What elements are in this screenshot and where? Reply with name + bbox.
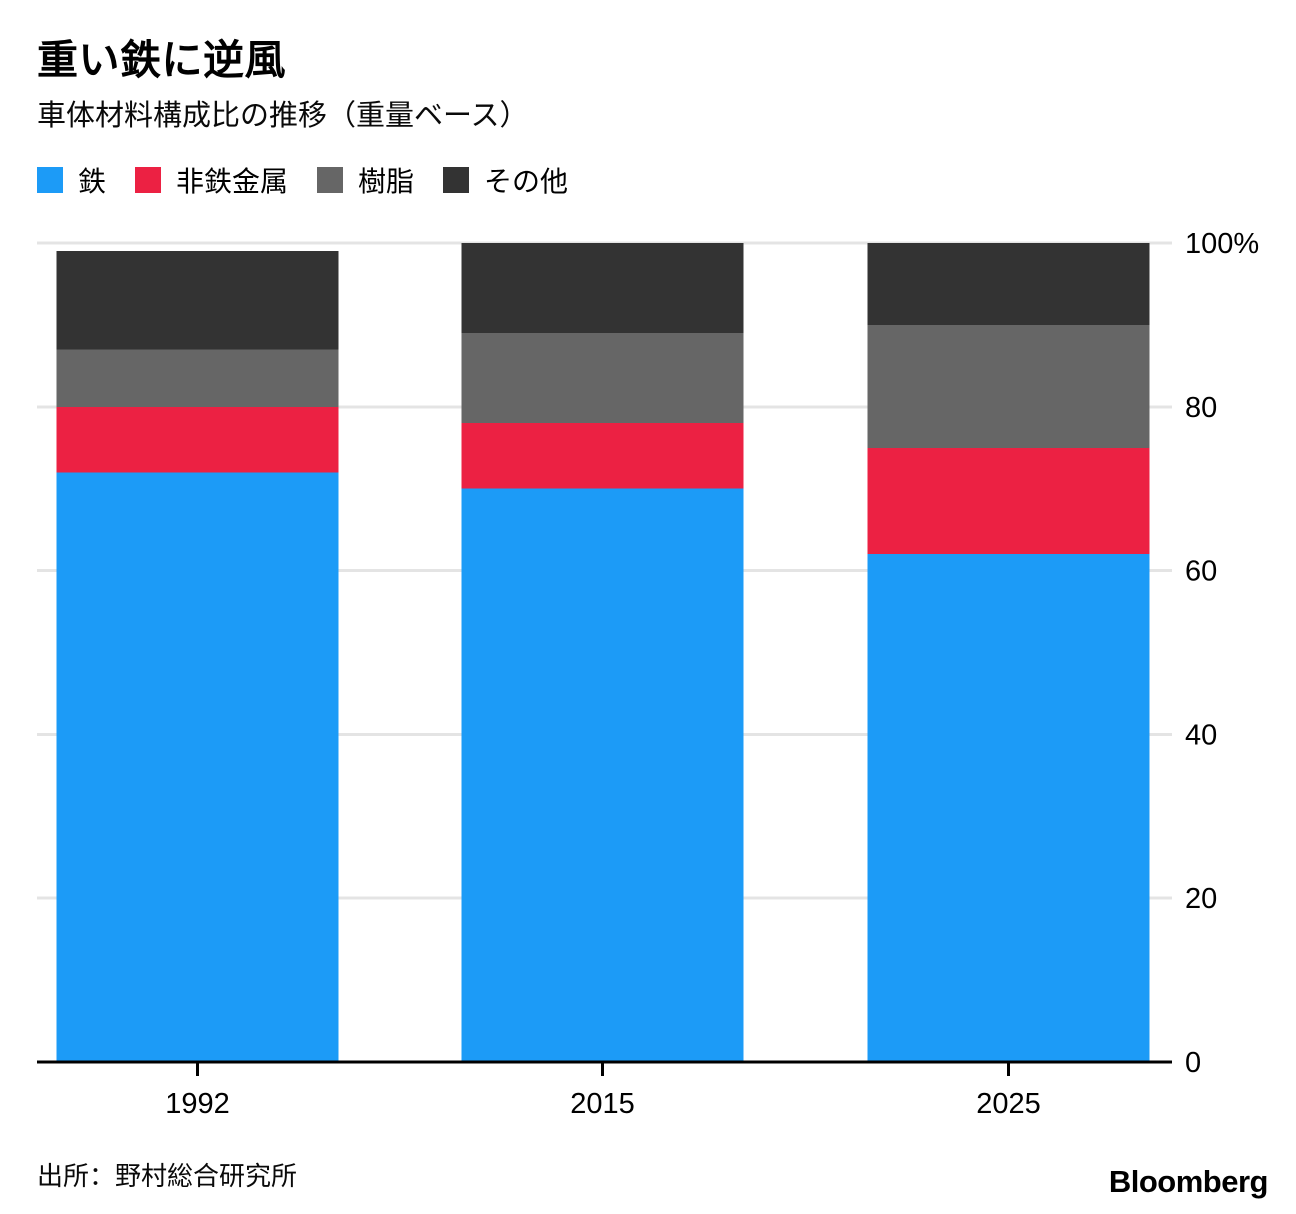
legend-label: 鉄 [78,166,107,197]
legend-label: 非鉄金属 [176,166,289,197]
y-tick-label-80: 80 [1185,392,1217,424]
legend-swatch-icon [37,167,63,193]
bar-segment-1992-非鉄金属 [56,406,339,473]
page-title: 重い鉄に逆風 [37,37,286,83]
y-tick-label-40: 40 [1185,719,1217,751]
bar-segment-2025-鉄 [867,554,1150,1062]
y-tick-label-60: 60 [1185,556,1217,588]
bar-segment-1992-その他 [56,251,339,350]
y-tick-label-0: 0 [1185,1047,1201,1079]
source-note: 出所：野村総合研究所 [37,1161,298,1191]
bar-segment-2025-その他 [867,243,1150,325]
x-tick-label-2015: 2015 [570,1088,635,1120]
chart-legend: 鉄 非鉄金属 樹脂 その他 [37,160,568,200]
bar-segment-2025-非鉄金属 [867,447,1150,555]
legend-swatch-icon [443,167,470,193]
legend-item-1: 鉄 [37,160,106,200]
bar-segment-1992-樹脂 [56,349,339,407]
bar-segment-2015-非鉄金属 [461,423,744,489]
bloomberg-logo: Bloomberg [1108,1164,1269,1199]
legend-swatch-icon [135,167,162,193]
bar-segment-2015-その他 [461,243,744,334]
y-tick-label-100: 100% [1185,228,1259,260]
x-tick-label-1992: 1992 [165,1088,230,1120]
bar-segment-1992-鉄 [56,472,339,1062]
chart-subtitle: 車体材料構成比の推移（重量ベース） [37,100,529,132]
bar-segment-2025-樹脂 [867,324,1150,448]
y-tick-label-20: 20 [1185,883,1217,915]
x-tick-label-2025: 2025 [976,1088,1041,1120]
legend-item-2: 非鉄金属 [135,160,288,200]
legend-item-4: その他 [443,160,568,200]
bar-segment-2015-鉄 [461,488,744,1062]
legend-item-3: 樹脂 [317,160,414,200]
legend-label: 樹脂 [358,166,415,197]
bar-segment-2015-樹脂 [461,333,744,424]
legend-swatch-icon [317,167,344,193]
legend-label: その他 [484,166,569,197]
